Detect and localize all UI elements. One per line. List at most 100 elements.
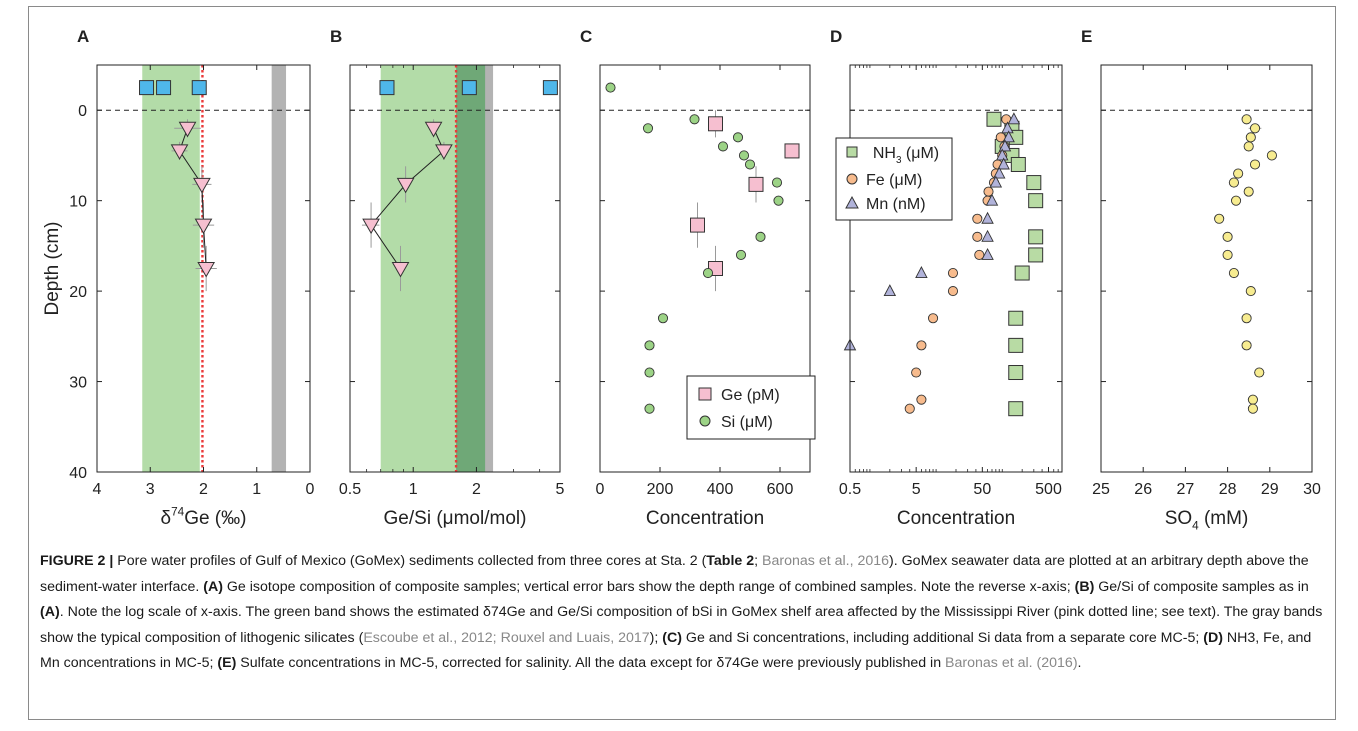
data-point-circle: [644, 403, 655, 414]
data-point-triangle: [178, 121, 197, 138]
x-tick-label: 600: [767, 481, 794, 498]
data-point-circle: [717, 141, 729, 152]
x-tick-label: 500: [1035, 481, 1062, 498]
x-tick-label: 30: [1303, 481, 1321, 498]
legend-marker-fe: [846, 173, 858, 185]
composition-band: [456, 65, 486, 472]
data-point-square: [191, 80, 207, 96]
x-tick-label: 0: [306, 481, 315, 498]
legend-marker-ge: [698, 387, 712, 401]
caption-text: ;: [754, 553, 763, 569]
data-point-triangle: [996, 148, 1009, 161]
legend-label-mn: Mn (nM): [866, 196, 926, 213]
data-point-circle: [972, 231, 983, 242]
data-point-triangle: [1002, 130, 1015, 143]
data-point-circle: [1228, 267, 1239, 279]
caption-panel-ref: (A): [40, 604, 60, 620]
x-axis-label: Concentration: [646, 508, 764, 529]
caption-panel-ref: (C): [662, 629, 682, 646]
data-point-circle: [916, 394, 927, 405]
y-tick-label: 20: [69, 284, 87, 301]
data-point-circle: [1233, 168, 1244, 179]
data-point-circle: [1247, 394, 1258, 405]
caption-citation[interactable]: Baronas et al. (2016): [945, 655, 1078, 671]
x-tick-label: 5: [912, 481, 921, 498]
data-point-circle: [735, 249, 747, 260]
y-tick-label: 40: [69, 465, 87, 482]
data-point-circle: [1243, 141, 1254, 152]
legend-label-si: Si (μM): [721, 414, 773, 431]
x-axis-label: δ74Ge (‰): [161, 505, 247, 529]
x-tick-label: 26: [1134, 481, 1152, 498]
plot-frame: [599, 64, 811, 473]
data-point-circle: [1247, 403, 1258, 414]
data-point-triangle: [981, 229, 994, 242]
plot-frame: [849, 64, 1063, 473]
x-tick-label: 200: [647, 481, 674, 498]
x-tick-label: 2: [472, 481, 481, 498]
caption-text: Ge and Si concentrations, including addi…: [681, 629, 1204, 646]
data-point-square: [1014, 265, 1030, 281]
data-point-square: [1010, 156, 1026, 172]
x-axis-label: SO4 (mM): [1165, 508, 1249, 533]
x-tick-label: 3: [146, 481, 155, 498]
data-point-square: [1028, 229, 1044, 245]
data-point-square: [708, 116, 723, 132]
data-point-triangle: [435, 144, 453, 160]
caption-citation[interactable]: Escoube et al., 2012; Rouxel and Luais, …: [363, 629, 650, 646]
data-point-triangle: [396, 177, 415, 194]
data-point-triangle: [197, 262, 216, 278]
data-point-circle: [972, 213, 983, 224]
data-point-triangle: [997, 157, 1010, 170]
caption-panel-ref: (E): [217, 655, 237, 671]
data-point-square: [1008, 310, 1024, 326]
data-point-circle: [644, 367, 655, 378]
caption-text: Ge isotope composition of composite samp…: [222, 578, 1075, 595]
data-point-circle: [1222, 249, 1233, 260]
data-point-circle: [689, 114, 700, 125]
caption-panel-ref: (D): [1203, 629, 1223, 646]
caption-citation[interactable]: Baronas et al., 2016: [762, 553, 890, 569]
data-point-circle: [773, 195, 784, 206]
caption-text: ). GoMex seawater data are plotted at an…: [40, 553, 1309, 595]
data-point-triangle: [362, 218, 380, 235]
data-point-circle: [642, 123, 654, 134]
data-point-triangle: [981, 247, 994, 260]
data-point-triangle: [193, 177, 211, 194]
x-tick-label: 1: [252, 481, 261, 498]
data-point-square: [139, 80, 155, 96]
figure-caption: FIGURE 2 | Pore water profiles of Gulf o…: [40, 549, 1325, 677]
data-point-square: [461, 80, 477, 96]
caption-text: .: [1077, 655, 1082, 671]
x-tick-label: 25: [1092, 481, 1110, 498]
caption-text: Sulfate concentrations in MC-5, correcte…: [236, 655, 946, 671]
x-tick-label: 2: [199, 481, 208, 498]
panel-label: D: [830, 27, 842, 46]
legend-label-ge: Ge (pM): [721, 387, 780, 404]
panel-label: B: [330, 27, 342, 46]
data-point-square: [986, 111, 1002, 127]
caption-label: FIGURE 2 |: [40, 553, 114, 569]
data-point-circle: [771, 177, 783, 188]
data-point-triangle: [391, 262, 410, 278]
caption-table-ref[interactable]: Table 2: [706, 553, 755, 569]
data-point-triangle: [992, 166, 1006, 179]
data-point-square: [1008, 337, 1024, 353]
y-tick-label: 30: [69, 375, 87, 392]
data-point-triangle: [989, 175, 1003, 188]
data-point-circle: [1249, 123, 1261, 134]
data-point-circle: [1266, 150, 1277, 161]
data-point-circle: [947, 286, 959, 297]
data-point-square: [379, 80, 395, 96]
x-tick-label: 0: [596, 481, 605, 498]
panel-label: E: [1081, 27, 1092, 46]
data-point-square: [1028, 193, 1044, 209]
x-axis-label: Concentration: [897, 508, 1015, 529]
data-point-circle: [732, 132, 744, 143]
caption-text: );: [649, 629, 663, 646]
data-point-square: [784, 143, 800, 159]
data-point-circle: [974, 249, 985, 260]
panel-label: A: [77, 27, 89, 46]
x-tick-label: 0.5: [339, 481, 361, 498]
data-point-square: [690, 217, 705, 233]
